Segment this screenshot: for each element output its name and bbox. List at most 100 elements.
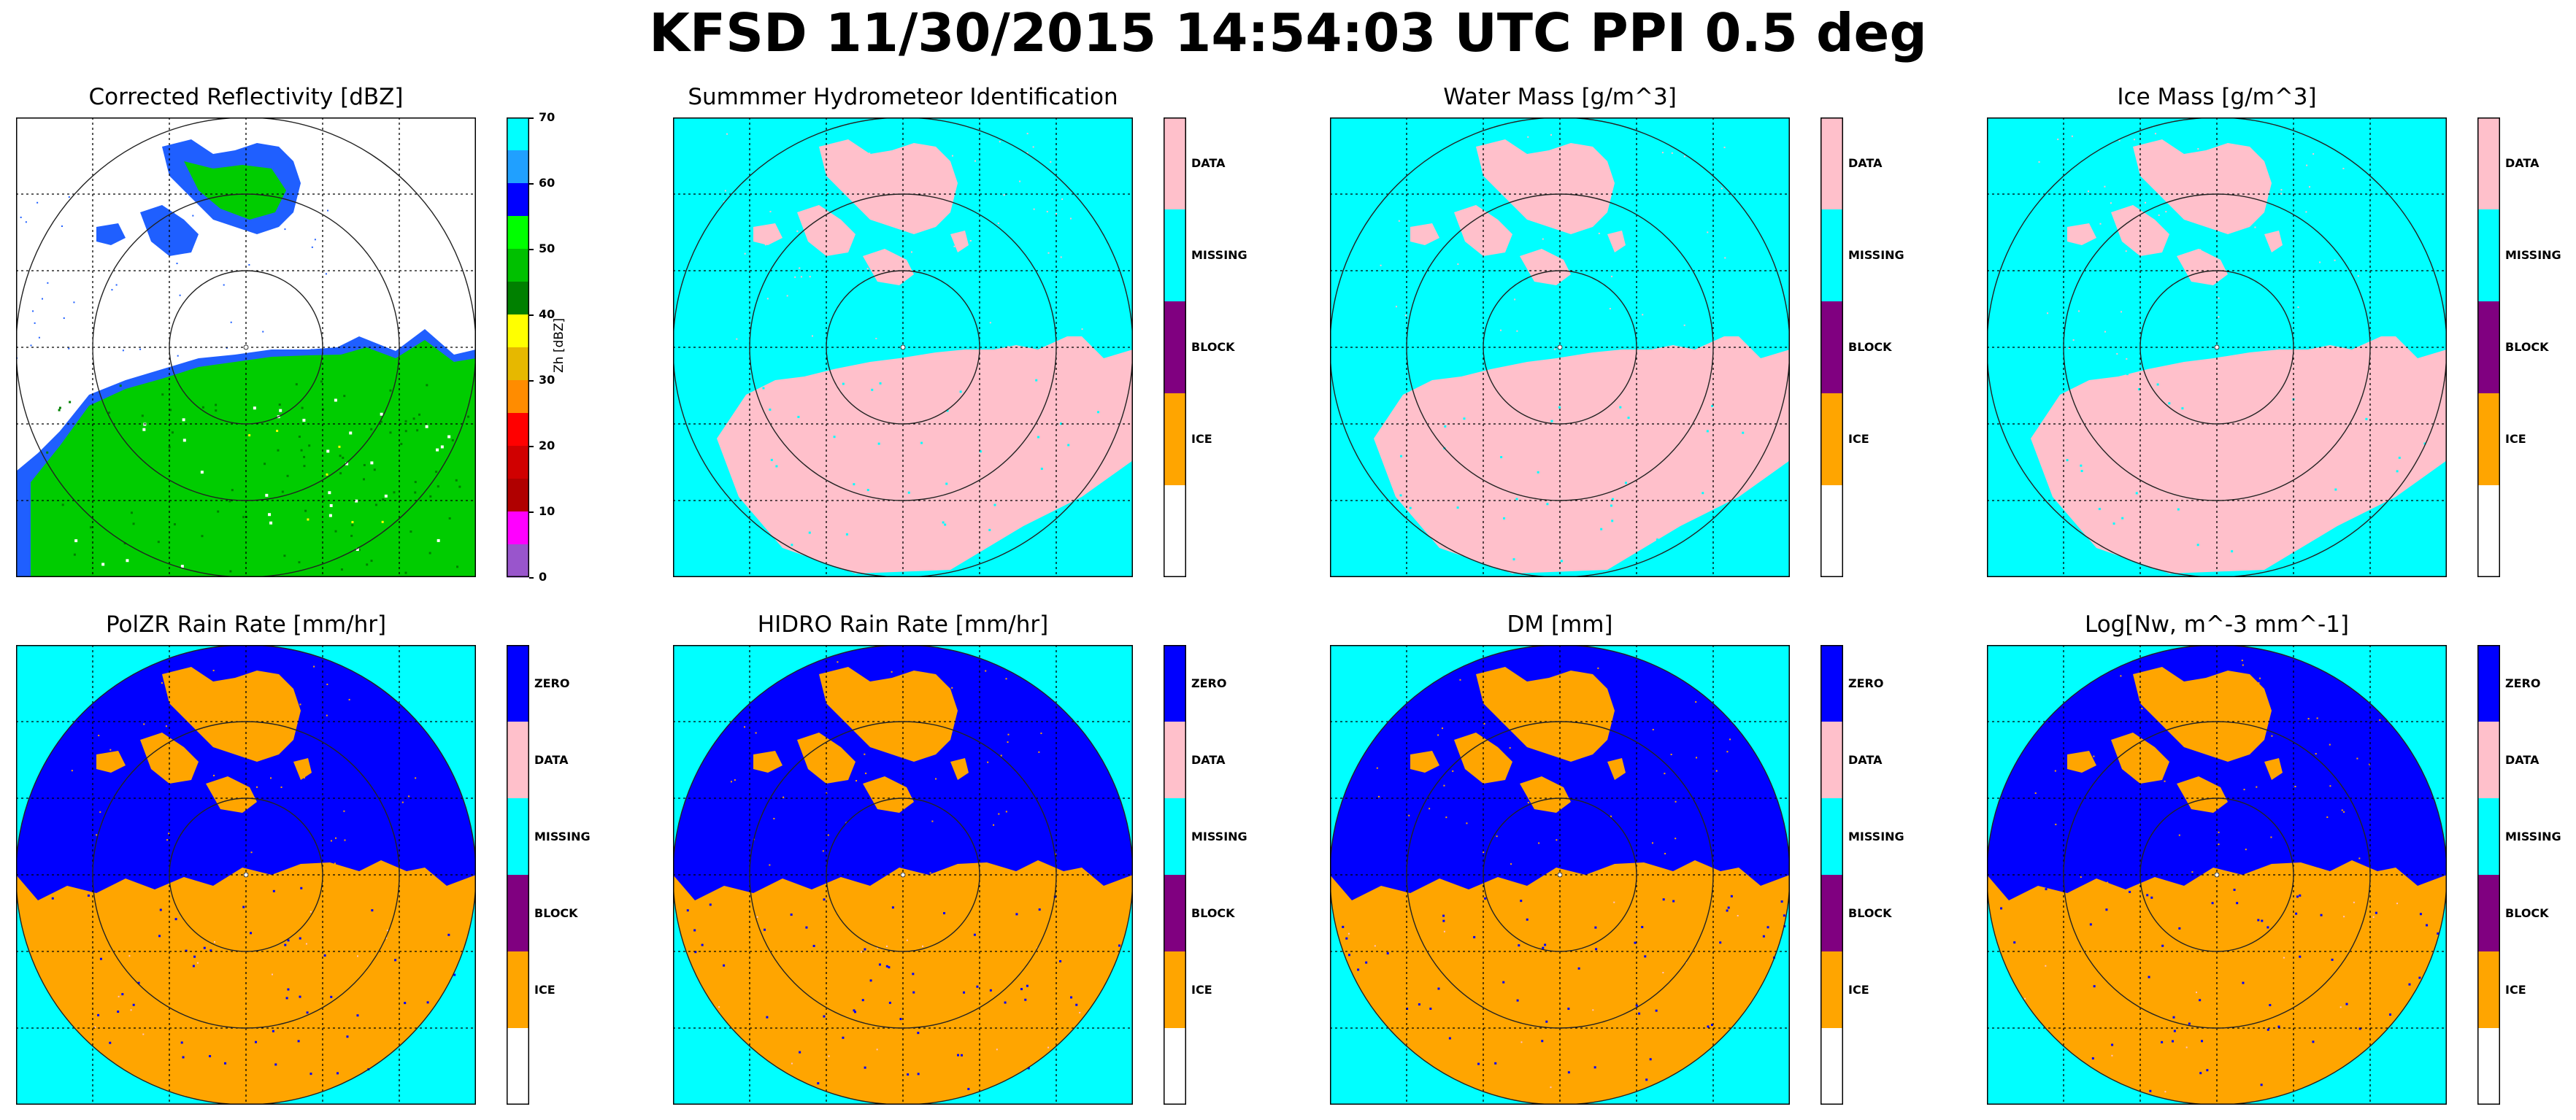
- zero-speckle: [1347, 954, 1350, 957]
- colorbar-svg: [1164, 645, 1186, 1105]
- echo-cell-darkgreen: [370, 428, 373, 430]
- radar-site-marker: [243, 344, 249, 350]
- ice-speckle: [993, 824, 995, 826]
- data-speckle: [1583, 164, 1585, 166]
- zero-speckle: [723, 964, 726, 967]
- echo-cell-yellow: [381, 520, 384, 523]
- ice-speckle: [755, 732, 757, 734]
- zero-speckle: [1662, 898, 1665, 901]
- ice-speckle: [415, 777, 417, 779]
- echo-cell-darkgreen: [119, 385, 122, 387]
- colorbar-segment: [2477, 1028, 2500, 1105]
- echo-speckle: [230, 321, 232, 323]
- ice-speckle: [2259, 677, 2261, 679]
- missing-speckle: [1600, 528, 1603, 530]
- zero-speckle: [158, 935, 161, 938]
- missing-speckle: [2137, 387, 2140, 390]
- colorbar-label: MISSING: [1848, 248, 1904, 262]
- zero-speckle: [1038, 908, 1041, 911]
- zero-speckle: [1638, 1012, 1641, 1015]
- ice-speckle: [2093, 755, 2095, 757]
- zero-speckle: [1516, 999, 1519, 1002]
- ice-speckle: [2178, 834, 2180, 836]
- data-speckle: [1481, 198, 1483, 201]
- colorbar-segment: [507, 951, 529, 1029]
- data-speckle: [885, 945, 888, 947]
- echo-speckle: [30, 344, 32, 347]
- ice-speckle: [330, 840, 332, 842]
- echo-cell-darkgreen: [304, 509, 307, 512]
- echo-cell-darkgreen: [283, 555, 286, 557]
- data-speckle: [2195, 992, 2197, 994]
- echo-cell-darkgreen: [412, 417, 415, 420]
- data-speckle: [796, 230, 799, 232]
- colorbar-label: BLOCK: [1848, 905, 1892, 920]
- echo-cell-darkgreen: [201, 406, 204, 409]
- missing-speckle: [833, 436, 836, 439]
- missing-speckle: [2052, 398, 2055, 401]
- echo-gap: [355, 499, 358, 503]
- ice-speckle: [1055, 853, 1057, 855]
- echo-cell-darkgreen: [123, 542, 126, 545]
- zero-speckle: [2201, 1040, 2204, 1043]
- data-speckle: [1737, 915, 1739, 917]
- colorbar-tick-label: 40: [539, 307, 555, 321]
- echo-cell-darkgreen: [374, 503, 377, 506]
- data-speckle: [2372, 916, 2375, 918]
- echo-cell-darkgreen: [414, 481, 417, 484]
- zero-speckle: [2437, 932, 2439, 935]
- data-region-south: [717, 336, 1133, 573]
- data-speckle: [1398, 220, 1400, 222]
- zero-speckle: [1365, 961, 1368, 964]
- ice-speckle: [344, 839, 346, 841]
- colorbar-segment: [1164, 645, 1186, 722]
- echo-cell-darkgreen: [168, 446, 171, 449]
- data-speckle: [876, 1048, 878, 1051]
- echo-cell-darkgreen: [264, 463, 266, 466]
- data-speckle: [726, 133, 728, 135]
- missing-speckle: [731, 374, 734, 376]
- echo-cell-yellow: [307, 518, 309, 521]
- ice-speckle: [1483, 723, 1485, 725]
- colorbar: [1820, 645, 1843, 1105]
- echo-cell-darkgreen: [416, 429, 419, 432]
- ice-speckle: [166, 839, 169, 841]
- ice-speckle: [2343, 811, 2345, 813]
- range-ring: [2063, 193, 2371, 501]
- data-speckle: [1019, 180, 1021, 182]
- echo-cell-darkgreen: [89, 526, 92, 529]
- radar-ppi-plot: [673, 117, 1133, 577]
- echo-cell-darkgreen: [334, 530, 337, 533]
- colorbar-segment: [1820, 722, 1843, 799]
- range-ring: [169, 270, 323, 425]
- data-speckle: [2342, 167, 2345, 169]
- missing-speckle: [920, 441, 923, 444]
- echo-gap: [182, 418, 185, 422]
- colorbar-svg: [507, 645, 529, 1105]
- data-speckle: [1724, 257, 1726, 259]
- echo-speckle: [61, 225, 63, 228]
- data-speckle: [2248, 355, 2250, 357]
- echo-gap: [384, 494, 388, 498]
- ice-speckle: [408, 795, 410, 797]
- ice-speckle: [1652, 728, 1654, 730]
- echo-speckle: [68, 347, 70, 349]
- data-speckle: [794, 276, 796, 278]
- data-speckle: [2254, 226, 2256, 228]
- missing-speckle: [2112, 522, 2115, 525]
- data-speckle: [1047, 1046, 1050, 1048]
- missing-speckle: [1546, 503, 1549, 506]
- zero-speckle: [2236, 902, 2239, 905]
- zero-speckle: [973, 933, 976, 936]
- colorbar-tick: [529, 117, 534, 119]
- echo-speckle: [248, 263, 250, 266]
- zero-speckle: [853, 1009, 856, 1012]
- zero-speckle: [1518, 944, 1520, 947]
- zero-speckle: [309, 1073, 312, 1075]
- echo-cell-darkgreen: [389, 389, 392, 392]
- colorbar-svg: [507, 117, 529, 578]
- zero-speckle: [1494, 1062, 1497, 1065]
- colorbar-segment: [2477, 209, 2500, 302]
- echo-region-north-core: [184, 161, 286, 220]
- zero-speckle: [1026, 984, 1029, 987]
